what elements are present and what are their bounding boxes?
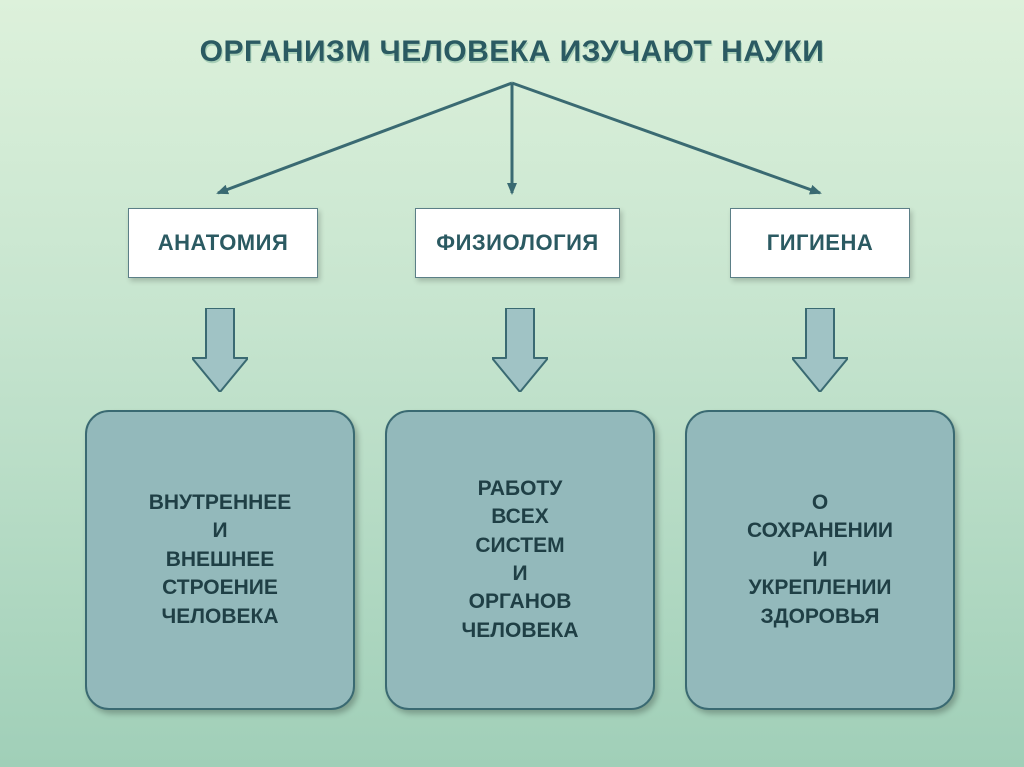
branching-arrows: [0, 75, 1024, 215]
arrow-line: [218, 83, 512, 193]
description-card-hygiene: ОСОХРАНЕНИИИУКРЕПЛЕНИИЗДОРОВЬЯ: [685, 410, 955, 710]
science-box-physiology: ФИЗИОЛОГИЯ: [415, 208, 620, 278]
science-label: ФИЗИОЛОГИЯ: [436, 230, 598, 256]
description-text: ВНУТРЕННЕЕИВНЕШНЕЕСТРОЕНИЕЧЕЛОВЕКА: [149, 489, 292, 631]
description-card-anatomy: ВНУТРЕННЕЕИВНЕШНЕЕСТРОЕНИЕЧЕЛОВЕКА: [85, 410, 355, 710]
science-box-hygiene: ГИГИЕНА: [730, 208, 910, 278]
description-text: ОСОХРАНЕНИИИУКРЕПЛЕНИИЗДОРОВЬЯ: [747, 489, 893, 631]
page-title: ОРГАНИЗМ ЧЕЛОВЕКА ИЗУЧАЮТ НАУКИ: [0, 35, 1024, 69]
arrow-line: [512, 83, 820, 193]
science-label: ГИГИЕНА: [767, 230, 874, 256]
description-card-physiology: РАБОТУВСЕХСИСТЕМИОРГАНОВЧЕЛОВЕКА: [385, 410, 655, 710]
science-label: АНАТОМИЯ: [158, 230, 289, 256]
block-arrow-icon: [792, 308, 848, 392]
block-arrow-icon: [192, 308, 248, 392]
science-box-anatomy: АНАТОМИЯ: [128, 208, 318, 278]
block-arrow-icon: [492, 308, 548, 392]
description-text: РАБОТУВСЕХСИСТЕМИОРГАНОВЧЕЛОВЕКА: [462, 475, 579, 645]
